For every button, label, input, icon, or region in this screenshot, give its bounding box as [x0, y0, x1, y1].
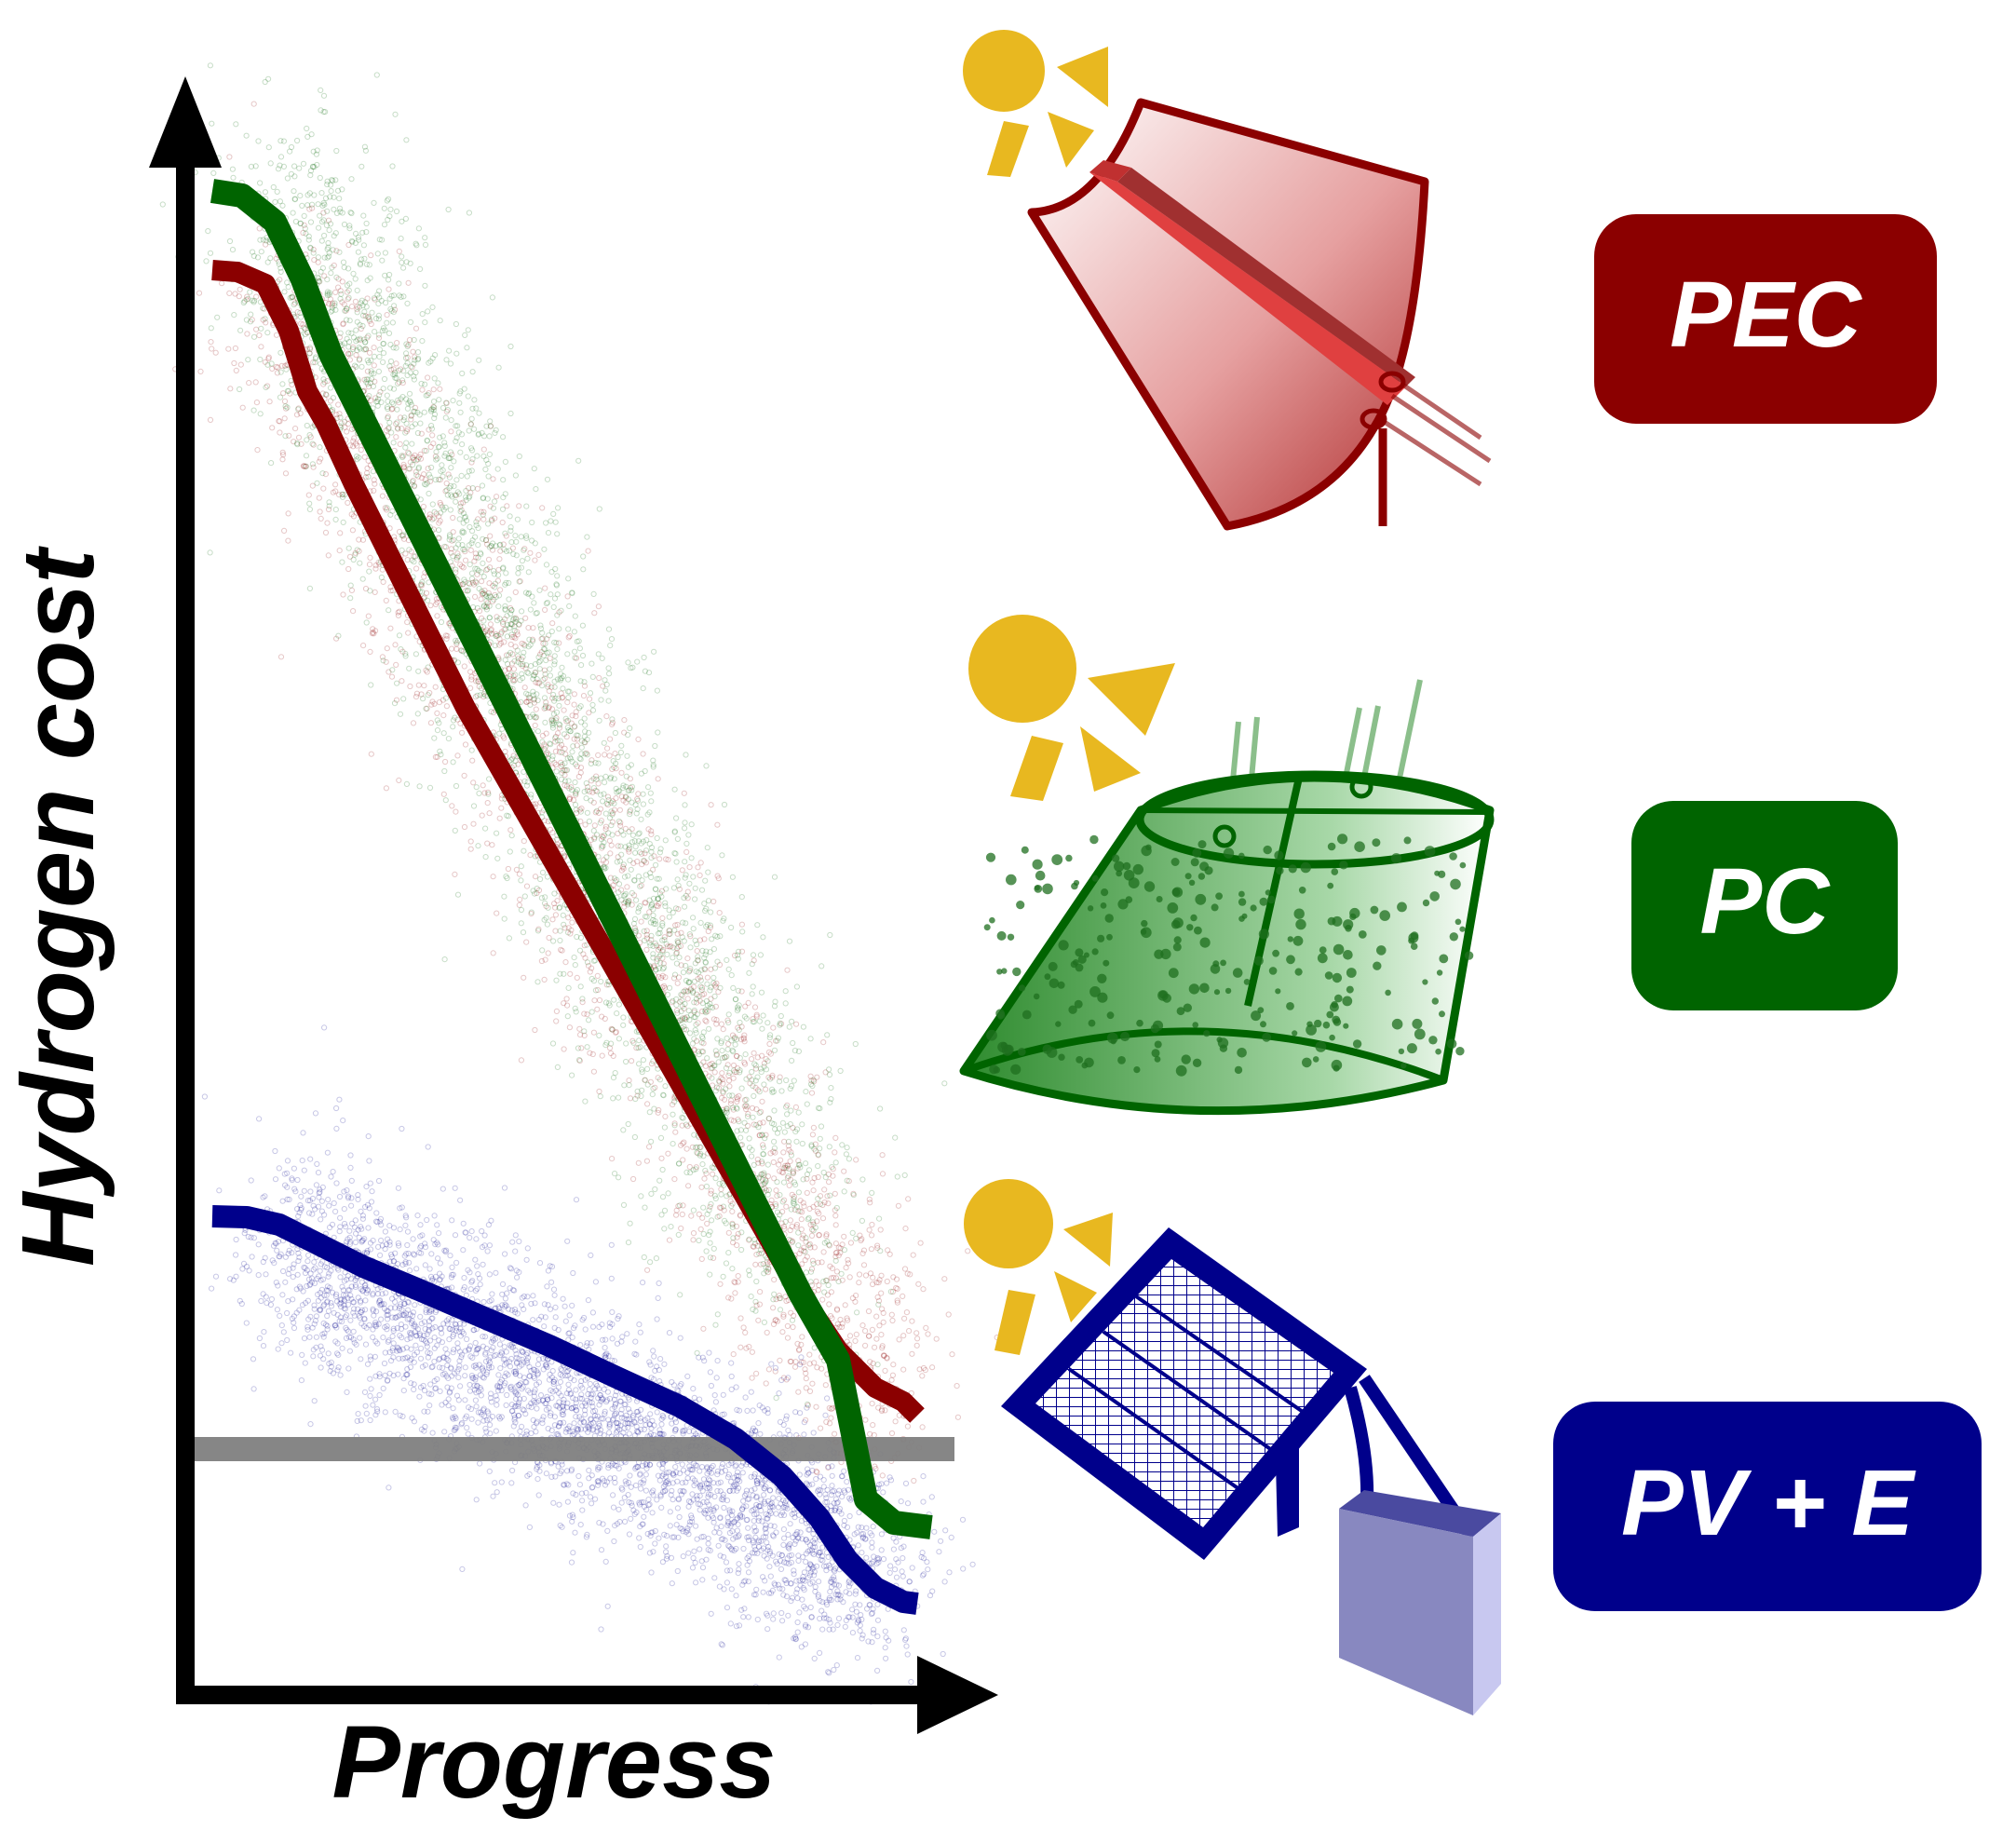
sun-icon [968, 615, 1175, 801]
x-axis-label: Progress [332, 1705, 777, 1820]
sun-icon [963, 30, 1108, 177]
x-axis-line [176, 1686, 940, 1704]
solar-panel-icon [964, 1179, 1477, 1560]
pc-scatter-cloud [159, 62, 948, 1408]
pec-badge [1594, 214, 1937, 424]
cost-plot: Progress Hydrogen cost [1, 62, 1000, 1820]
x-axis-arrowhead [917, 1656, 998, 1734]
pc-cost-curve [210, 179, 933, 1539]
photocatalyst-particles [983, 834, 1474, 1077]
y-axis-line [176, 158, 195, 1704]
electrolyzer-icon [1339, 1490, 1501, 1715]
pec-badge-label: PEC [1670, 263, 1862, 367]
pc-badge [1631, 801, 1898, 1010]
pve-badge [1553, 1402, 1982, 1611]
pve-cost-curve [211, 1205, 919, 1615]
sun-icon [964, 1179, 1113, 1355]
pec-device-icon [963, 30, 1492, 531]
pc-badge-label: PC [1700, 849, 1832, 954]
pve-badge-label: PV + E [1621, 1451, 1916, 1555]
y-axis-label: Hydrogen cost [1, 546, 115, 1267]
y-axis-arrowhead [149, 76, 222, 168]
target-cost-line [191, 1437, 954, 1461]
pc-reactor-icon [959, 615, 1495, 1116]
